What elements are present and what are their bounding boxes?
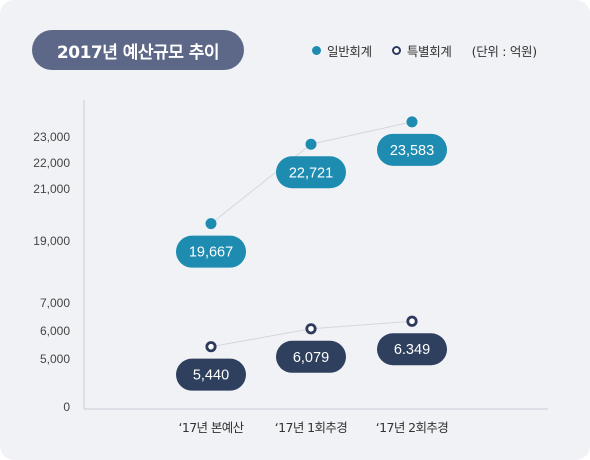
- data-label: 23,583: [390, 143, 434, 159]
- legend: 일반회계 특별회계 (단위 : 억원): [312, 40, 537, 60]
- y-tick-label: 6,000: [40, 324, 70, 338]
- data-label: 6.349: [394, 342, 430, 358]
- data-label-pill: [377, 333, 447, 366]
- data-label: 22,721: [289, 165, 333, 181]
- legend-item-special: 특별회계: [391, 41, 452, 60]
- legend-item-general: 일반회계: [312, 41, 372, 60]
- legend-label-general: 일반회계: [327, 43, 372, 59]
- y-tick-label: 5,000: [40, 352, 70, 366]
- legend-label-special: 특별회계: [406, 43, 452, 59]
- data-label: 5,440: [193, 368, 229, 384]
- y-tick-label: 21,000: [33, 182, 70, 196]
- data-point: [406, 315, 418, 327]
- chart-title: 2017년 예산규모 추이: [32, 30, 244, 70]
- x-tick-label: ‘17년 1회추경: [275, 420, 347, 435]
- x-tick-label: ‘17년 본예산: [178, 420, 244, 435]
- data-label-pill: [377, 133, 447, 166]
- y-tick-label: 7,000: [40, 296, 70, 310]
- data-label-pill: [176, 358, 246, 391]
- y-tick-label: 0: [63, 400, 70, 414]
- data-label: 19,667: [189, 245, 233, 261]
- legend-swatch-general: [312, 45, 321, 55]
- data-point: [205, 341, 217, 353]
- y-tick-label: 22,000: [33, 156, 70, 170]
- data-label: 6,079: [293, 350, 329, 366]
- data-point: [406, 116, 418, 128]
- data-label-pill: [276, 156, 346, 189]
- legend-swatch-special: [391, 45, 401, 55]
- y-tick-label: 23,000: [33, 130, 70, 144]
- data-label-pill: [276, 340, 346, 373]
- x-tick-label: ‘17년 2회추경: [376, 420, 448, 435]
- unit-label: (단위 : 억원): [471, 43, 538, 59]
- data-point: [305, 323, 317, 335]
- data-label-pill: [176, 235, 246, 268]
- y-tick-label: 19,000: [33, 234, 70, 248]
- data-point: [305, 138, 317, 150]
- data-point: [205, 218, 217, 230]
